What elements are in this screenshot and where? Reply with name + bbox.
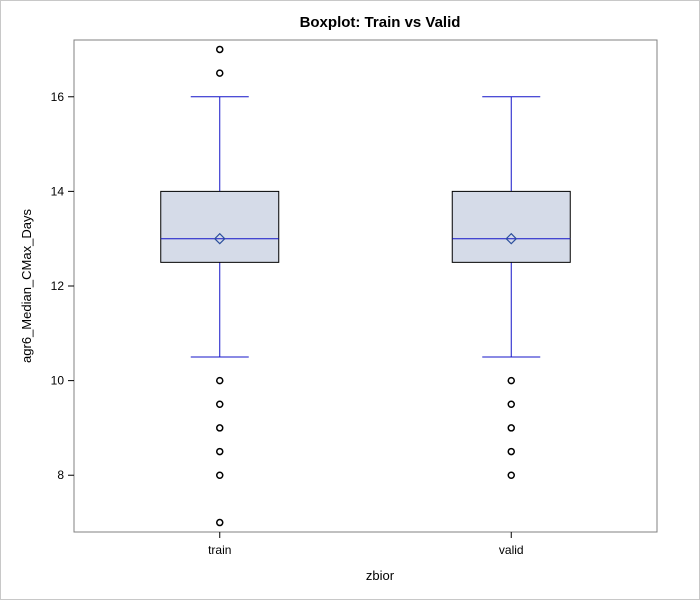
- box-group-train: [160, 45, 280, 527]
- x-axis: train valid: [208, 532, 524, 557]
- y-axis: 8 10 12 14 16: [51, 90, 74, 482]
- y-tick-label: 8: [57, 468, 64, 482]
- outlier-point: [216, 518, 224, 527]
- y-tick-label: 16: [51, 90, 65, 104]
- y-tick-label: 14: [51, 184, 65, 198]
- outlier-point: [507, 471, 515, 479]
- box-iqr: [160, 190, 280, 263]
- outlier-point: [507, 447, 515, 456]
- box-iqr: [451, 190, 571, 263]
- outlier-point: [216, 69, 224, 77]
- chart-title: Boxplot: Train vs Valid: [300, 14, 461, 31]
- x-tick-label: train: [208, 543, 231, 557]
- outlier-point: [216, 471, 224, 479]
- outlier-point: [216, 400, 224, 409]
- outlier-point: [216, 45, 224, 54]
- x-axis-label: zbior: [366, 568, 395, 583]
- outlier-point: [507, 400, 515, 409]
- y-tick-label: 12: [51, 279, 65, 293]
- outlier-point: [216, 424, 224, 432]
- x-tick-label: valid: [499, 543, 524, 557]
- box-group-valid: [451, 96, 571, 479]
- box-groups: [160, 45, 571, 527]
- mean-marker: [505, 232, 518, 245]
- y-tick-label: 10: [51, 374, 65, 388]
- plot-area: [73, 39, 658, 533]
- outlier-point: [216, 447, 224, 456]
- mean-marker: [213, 232, 226, 245]
- outlier-point: [216, 376, 224, 385]
- outlier-point: [507, 424, 515, 432]
- outlier-point: [507, 376, 515, 385]
- y-axis-label: agr6_Median_CMax_Days: [19, 209, 34, 363]
